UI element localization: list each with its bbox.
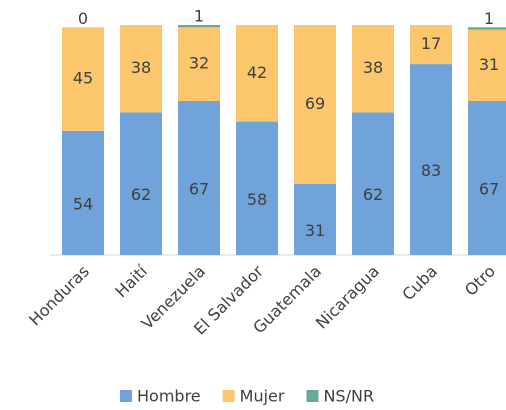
data-label: 31	[479, 55, 499, 74]
data-label: 32	[189, 54, 209, 73]
legend-label: Hombre	[137, 387, 201, 406]
bar-segment	[120, 112, 162, 256]
bar-segment	[62, 130, 104, 255]
x-tick-label: Honduras	[25, 262, 93, 330]
data-label: 0	[78, 9, 88, 28]
bar-segment	[178, 100, 220, 256]
data-label: 31	[305, 221, 325, 240]
data-label: 62	[363, 185, 383, 204]
data-label: 69	[305, 94, 325, 113]
x-tick-label: Cuba	[398, 262, 441, 305]
bar-segment	[410, 64, 452, 255]
data-label: 58	[247, 190, 267, 209]
data-label: 38	[131, 58, 151, 77]
data-label: 62	[131, 185, 151, 204]
bar-segment	[178, 27, 220, 101]
x-tick-label: Otro	[461, 262, 499, 300]
bar-segment	[468, 27, 506, 30]
bar-segment	[468, 100, 506, 256]
bar-segment	[178, 25, 220, 28]
legend-label: Mujer	[240, 387, 285, 406]
data-label: 17	[421, 34, 441, 53]
data-label: 42	[247, 63, 267, 82]
data-label: 38	[363, 58, 383, 77]
legend-swatch	[306, 390, 319, 402]
bar-segment	[236, 121, 278, 255]
data-label: 1	[194, 7, 204, 26]
data-label: 67	[189, 179, 209, 198]
legend-swatch	[120, 390, 132, 402]
data-label: 1	[484, 9, 494, 28]
bar-segment	[62, 27, 104, 131]
bar-segment	[352, 112, 394, 256]
data-label: 83	[421, 161, 441, 180]
bar-segment	[294, 25, 336, 184]
bar-segment	[294, 183, 336, 255]
bar-segment	[468, 29, 506, 101]
bar-segment	[120, 25, 162, 113]
x-tick-label: Nicaragua	[312, 262, 383, 333]
bar-segment	[352, 25, 394, 113]
data-label: 54	[73, 194, 93, 213]
data-label: 45	[73, 69, 93, 88]
legend-label: NS/NR	[323, 387, 374, 406]
legend-swatch	[222, 390, 235, 402]
bar-segment	[410, 25, 452, 65]
data-label: 67	[479, 179, 499, 198]
x-tick-label: Haití	[111, 261, 151, 301]
bar-segment	[236, 25, 278, 122]
